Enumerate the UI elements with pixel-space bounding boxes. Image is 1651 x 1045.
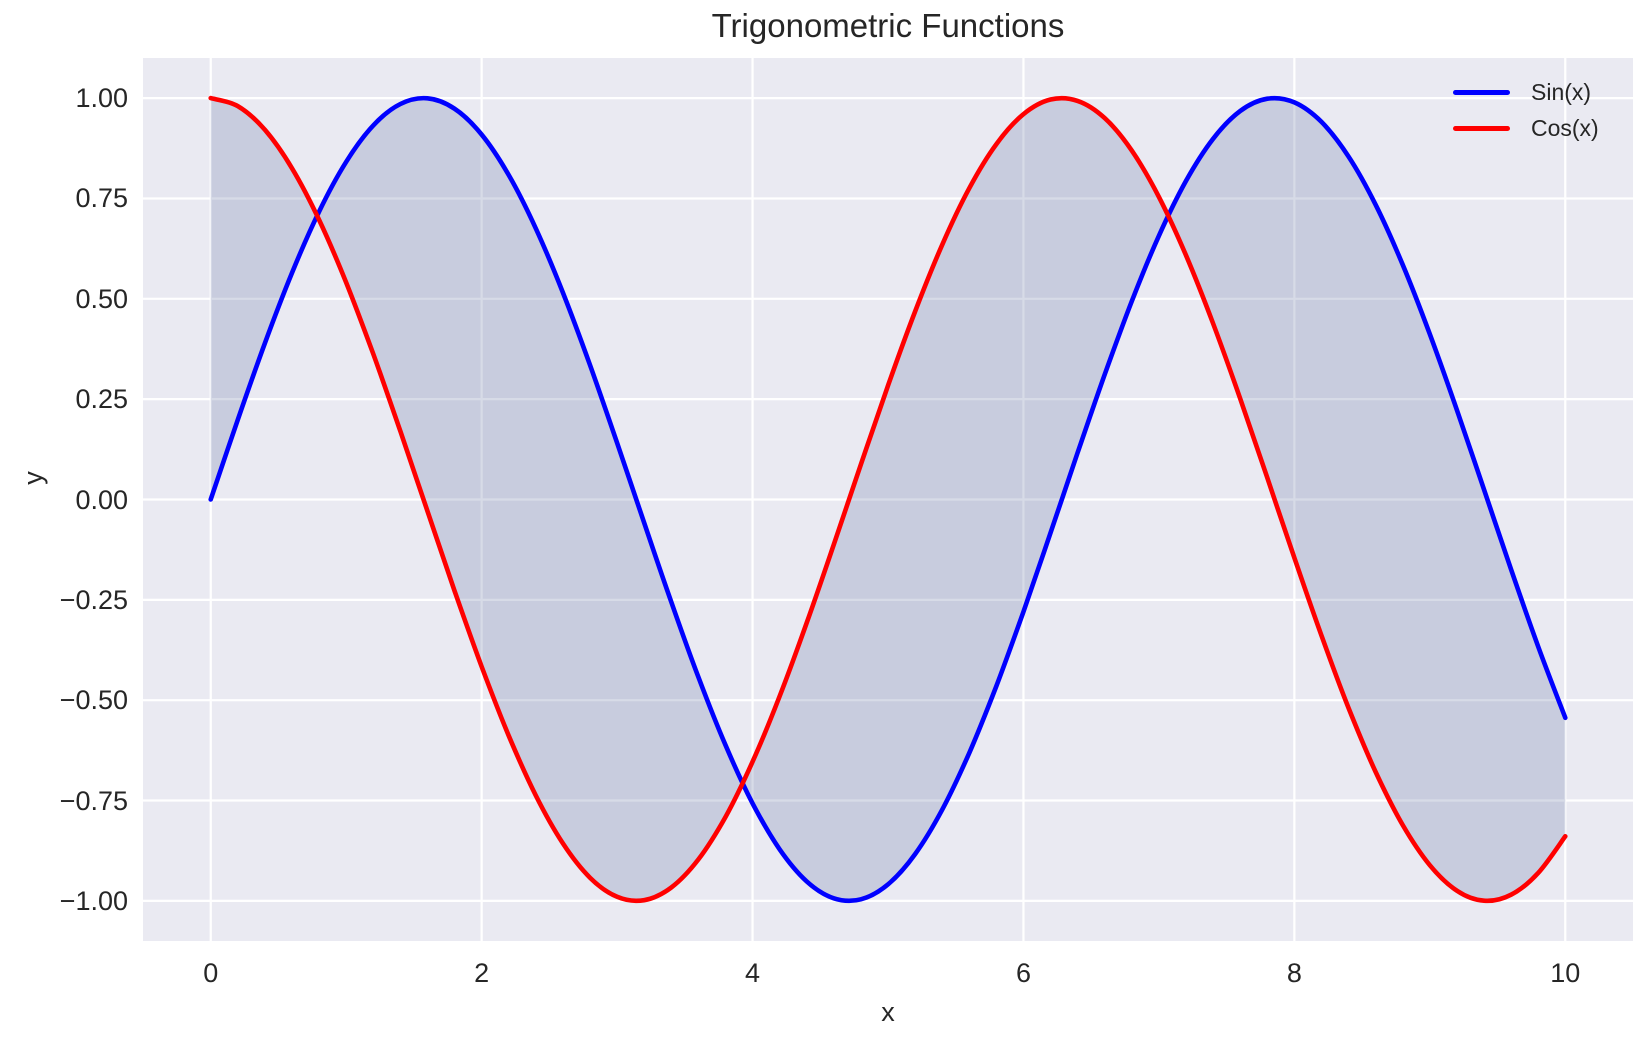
y-tick-label: −0.50 [59, 685, 128, 716]
legend-item-sin: Sin(x) [1453, 74, 1599, 110]
legend-item-cos: Cos(x) [1453, 110, 1599, 146]
plot-canvas [143, 58, 1633, 941]
y-tick-label: 0.50 [75, 283, 128, 314]
x-tick-label: 0 [203, 958, 219, 988]
y-tick-label: 0.75 [75, 183, 128, 214]
legend: Sin(x) Cos(x) [1453, 74, 1599, 146]
y-tick-label: 0.25 [75, 384, 128, 415]
cos-line-swatch-icon [1453, 125, 1510, 131]
x-tick-label: 4 [745, 958, 761, 988]
x-axis-label: x [881, 997, 895, 1027]
sin-line-swatch-icon [1453, 89, 1510, 95]
x-tick-label: 2 [474, 958, 490, 988]
plot-area [143, 58, 1633, 941]
legend-label-cos: Cos(x) [1531, 115, 1599, 141]
chart-title: Trigonometric Functions [711, 7, 1065, 44]
y-axis-label: y [18, 471, 48, 485]
y-tick-label: 0.00 [75, 484, 128, 515]
y-tick-label: −0.75 [59, 785, 128, 816]
x-tick-label: 8 [1286, 958, 1302, 988]
x-tick-label: 6 [1015, 958, 1031, 988]
legend-label-sin: Sin(x) [1531, 79, 1592, 105]
y-tick-label: −0.25 [59, 584, 128, 615]
x-tick-label: 10 [1550, 958, 1581, 988]
y-tick-label: −1.00 [59, 885, 128, 916]
y-tick-label: 1.00 [75, 83, 128, 114]
